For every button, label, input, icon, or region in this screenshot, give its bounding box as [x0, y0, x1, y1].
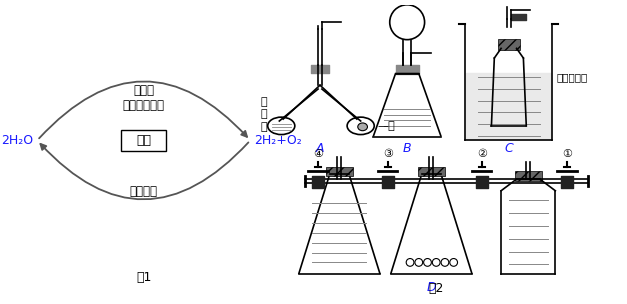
Text: 硫: 硫 [260, 109, 267, 119]
Text: C: C [505, 142, 514, 155]
Text: ④: ④ [313, 149, 323, 159]
FancyArrowPatch shape [41, 142, 248, 199]
Text: 2H₂O: 2H₂O [1, 134, 33, 147]
Text: 图1: 图1 [136, 271, 152, 285]
Bar [326, 167, 353, 176]
Text: D: D [426, 281, 436, 294]
Text: 稀: 稀 [260, 97, 267, 107]
Text: 图2: 图2 [428, 282, 444, 295]
FancyBboxPatch shape [122, 130, 166, 151]
Text: A: A [316, 142, 324, 155]
Text: ①: ① [562, 149, 572, 159]
Ellipse shape [358, 123, 367, 131]
Text: ③: ③ [383, 149, 393, 159]
Text: —锌: —锌 [377, 121, 395, 131]
Text: 电能: 电能 [136, 134, 151, 147]
Text: 锌粒和硫酸: 锌粒和硫酸 [556, 72, 587, 82]
Text: 光分解催化剂: 光分解催化剂 [123, 99, 165, 112]
FancyArrowPatch shape [39, 81, 247, 138]
Bar [515, 171, 542, 181]
Text: 太阳能: 太阳能 [134, 84, 154, 96]
Text: 酸: 酸 [260, 122, 267, 132]
Bar [498, 39, 520, 50]
Bar [418, 167, 445, 176]
Text: B: B [403, 142, 411, 155]
Text: ②: ② [477, 149, 487, 159]
Text: 2H₂+O₂: 2H₂+O₂ [254, 134, 302, 147]
Text: 氢发电机: 氢发电机 [130, 185, 158, 198]
